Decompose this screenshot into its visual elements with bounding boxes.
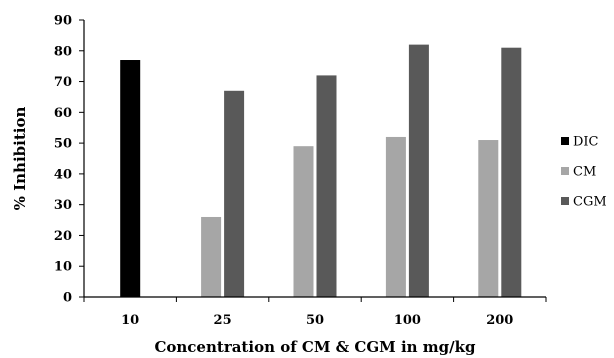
legend-item-dic: DIC bbox=[561, 135, 599, 150]
legend-swatch bbox=[561, 167, 569, 175]
x-tick-label: 50 bbox=[306, 313, 324, 328]
bar-cgm-200 bbox=[501, 47, 522, 298]
legend-label: CGM bbox=[573, 195, 607, 210]
x-tick-label: 25 bbox=[214, 313, 232, 328]
legend-item-cgm: CGM bbox=[561, 195, 607, 210]
bars bbox=[120, 44, 522, 298]
legend-label: CM bbox=[573, 165, 596, 180]
bar-cm-25 bbox=[201, 216, 222, 297]
x-tick-label: 10 bbox=[121, 313, 139, 328]
y-tick-label: 80 bbox=[54, 44, 72, 59]
y-axis-title: % Inhibition bbox=[11, 107, 29, 211]
legend-item-cm: CM bbox=[561, 165, 596, 180]
bar-cm-100 bbox=[385, 136, 406, 297]
legend-swatch bbox=[561, 197, 569, 205]
y-axis-ticks: 0 10 20 30 40 50 60 70 80 90 bbox=[54, 14, 84, 306]
bar-cgm-50 bbox=[316, 75, 337, 298]
y-tick-label: 60 bbox=[54, 106, 72, 121]
y-tick-label: 40 bbox=[54, 167, 72, 182]
y-tick-label: 10 bbox=[54, 260, 72, 275]
bar-cm-50 bbox=[293, 146, 314, 297]
y-tick-label: 20 bbox=[54, 229, 72, 244]
x-axis-title: Concentration of CM & CGM in mg/kg bbox=[154, 338, 476, 356]
bar-cgm-100 bbox=[408, 44, 429, 297]
x-tick-label: 100 bbox=[394, 313, 421, 328]
legend: DIC CM CGM bbox=[561, 135, 607, 210]
y-tick-label: 90 bbox=[54, 14, 72, 29]
legend-swatch bbox=[561, 137, 569, 145]
bar-dic-10 bbox=[120, 60, 141, 298]
bar-cgm-25 bbox=[224, 90, 245, 298]
legend-label: DIC bbox=[573, 135, 599, 150]
y-tick-label: 30 bbox=[54, 198, 72, 213]
y-tick-label: 50 bbox=[54, 137, 72, 152]
x-axis-ticks: 10 25 50 100 200 bbox=[83, 297, 547, 328]
x-tick-label: 200 bbox=[486, 313, 513, 328]
y-tick-label: 0 bbox=[63, 291, 72, 306]
y-tick-label: 70 bbox=[54, 75, 72, 90]
bar-cm-200 bbox=[478, 140, 499, 297]
